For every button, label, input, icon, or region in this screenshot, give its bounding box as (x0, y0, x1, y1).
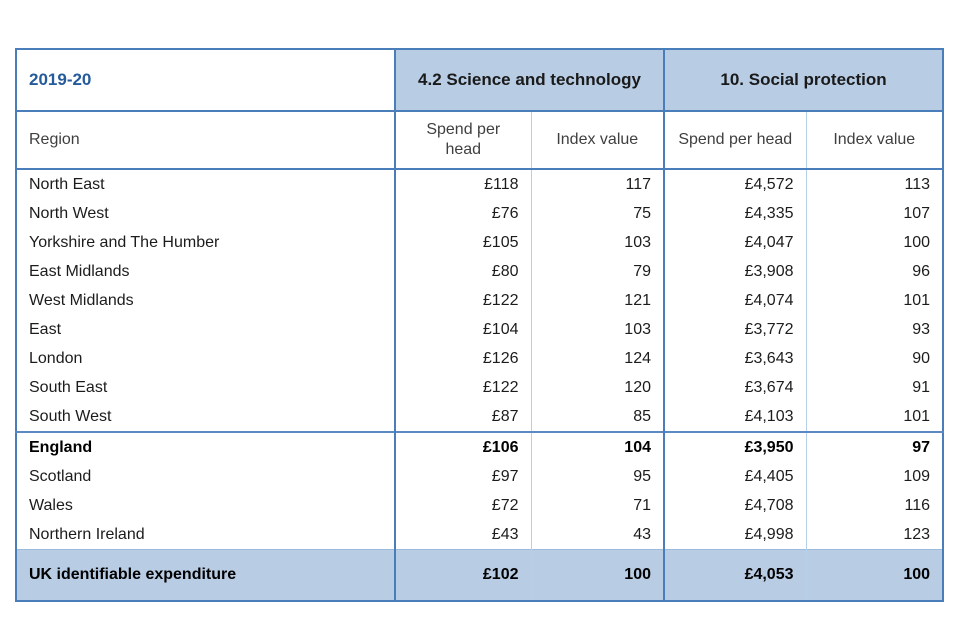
expenditure-table: 2019-20 4.2 Science and technology 10. S… (15, 48, 945, 602)
index-value-social-cell: 123 (805, 520, 944, 550)
spend-per-head-social-cell: £4,998 (663, 520, 806, 550)
spend-per-head-social-cell: £4,074 (663, 286, 806, 315)
spend-per-head-science-cell: £126 (394, 344, 531, 373)
region-cell: England (16, 431, 395, 462)
index-value-social-cell: 96 (805, 257, 944, 286)
region-cell: South East (16, 373, 395, 402)
table-row: West Midlands £122 121 £4,074 101 (16, 286, 944, 315)
table-row: East £104 103 £3,772 93 (16, 315, 944, 344)
region-cell: West Midlands (16, 286, 395, 315)
index-value-science-cell: 121 (530, 286, 664, 315)
table-row: Northern Ireland £43 43 £4,998 123 (16, 520, 944, 550)
table-row: London £126 124 £3,643 90 (16, 344, 944, 373)
region-cell: Wales (16, 491, 395, 520)
spend-per-head-science-cell: £102 (394, 549, 531, 601)
group-header-social-protection: 10. Social protection (662, 49, 944, 112)
index-value-social-cell: 91 (805, 373, 944, 402)
table-row: England £106 104 £3,950 97 (16, 431, 944, 462)
index-value-science-cell: 71 (530, 491, 664, 520)
spend-per-head-social-cell: £4,405 (663, 462, 806, 491)
index-value-science-cell: 43 (530, 520, 664, 550)
region-cell: East (16, 315, 395, 344)
index-value-science-cell: 79 (530, 257, 664, 286)
table-row: South East £122 120 £3,674 91 (16, 373, 944, 402)
spend-per-head-social-cell: £4,053 (663, 549, 806, 601)
spend-per-head-social-cell: £3,643 (663, 344, 806, 373)
spend-per-head-science-cell: £122 (394, 286, 531, 315)
index-value-social-cell: 116 (805, 491, 944, 520)
table-row: Wales £72 71 £4,708 116 (16, 491, 944, 520)
index-value-science-cell: 120 (530, 373, 664, 402)
index-value-science-cell: 100 (530, 549, 664, 601)
region-cell: London (16, 344, 395, 373)
index-value-social-cell: 113 (805, 169, 944, 199)
region-cell: Yorkshire and The Humber (16, 228, 395, 257)
spend-per-head-science-cell: £105 (394, 228, 531, 257)
index-value-social-cell: 90 (805, 344, 944, 373)
index-value-social-cell: 97 (805, 431, 944, 462)
table-row: South West £87 85 £4,103 101 (16, 402, 944, 432)
index-value-social-cell: 100 (805, 228, 944, 257)
index-value-science-cell: 85 (530, 402, 664, 432)
table-row: North West £76 75 £4,335 107 (16, 199, 944, 228)
spend-per-head-social-cell: £4,047 (663, 228, 806, 257)
index-value-social-cell: 107 (805, 199, 944, 228)
column-header-index-value-science: Index value (530, 111, 664, 170)
spend-per-head-science-cell: £80 (394, 257, 531, 286)
region-cell: South West (16, 402, 395, 432)
group-header-science-technology: 4.2 Science and technology (394, 49, 664, 112)
year-label: 2019-20 (16, 49, 395, 112)
index-value-science-cell: 104 (530, 431, 664, 462)
region-cell: Scotland (16, 462, 395, 491)
table-row: Yorkshire and The Humber £105 103 £4,047… (16, 228, 944, 257)
spend-per-head-science-cell: £118 (394, 169, 531, 199)
spend-per-head-science-cell: £76 (394, 199, 531, 228)
index-value-science-cell: 124 (530, 344, 664, 373)
index-value-science-cell: 117 (530, 169, 664, 199)
spend-per-head-social-cell: £3,674 (663, 373, 806, 402)
spend-per-head-social-cell: £4,103 (663, 402, 806, 432)
column-header-index-value-social: Index value (805, 111, 944, 170)
column-header-region: Region (16, 111, 395, 170)
spend-per-head-social-cell: £3,950 (663, 431, 806, 462)
spend-per-head-science-cell: £122 (394, 373, 531, 402)
spend-per-head-social-cell: £3,908 (663, 257, 806, 286)
index-value-social-cell: 101 (805, 286, 944, 315)
spend-per-head-social-cell: £4,708 (663, 491, 806, 520)
spend-per-head-science-cell: £72 (394, 491, 531, 520)
table-row: Scotland £97 95 £4,405 109 (16, 462, 944, 491)
index-value-science-cell: 103 (530, 315, 664, 344)
region-cell: Northern Ireland (16, 520, 395, 550)
spend-per-head-social-cell: £3,772 (663, 315, 806, 344)
table-row: North East £118 117 £4,572 113 (16, 169, 944, 199)
index-value-science-cell: 75 (530, 199, 664, 228)
index-value-social-cell: 100 (805, 549, 944, 601)
spend-per-head-social-cell: £4,335 (663, 199, 806, 228)
table-body: North East £118 117 £4,572 113 North Wes… (16, 169, 944, 601)
index-value-social-cell: 101 (805, 402, 944, 432)
index-value-social-cell: 93 (805, 315, 944, 344)
index-value-science-cell: 103 (530, 228, 664, 257)
region-cell: North West (16, 199, 395, 228)
spend-per-head-social-cell: £4,572 (663, 169, 806, 199)
spend-per-head-science-cell: £104 (394, 315, 531, 344)
spend-per-head-science-cell: £97 (394, 462, 531, 491)
region-cell: North East (16, 169, 395, 199)
spend-per-head-science-cell: £87 (394, 402, 531, 432)
table-row: UK identifiable expenditure £102 100 £4,… (16, 549, 944, 601)
index-value-science-cell: 95 (530, 462, 664, 491)
spend-per-head-science-cell: £106 (394, 431, 531, 462)
index-value-social-cell: 109 (805, 462, 944, 491)
spend-per-head-science-cell: £43 (394, 520, 531, 550)
column-header-row: Region Spend per head Index value Spend … (16, 111, 944, 170)
column-header-spend-per-head-science: Spend per head (394, 111, 531, 170)
group-header-row: 2019-20 4.2 Science and technology 10. S… (16, 49, 944, 112)
column-header-spend-per-head-social: Spend per head (663, 111, 806, 170)
region-cell: East Midlands (16, 257, 395, 286)
region-cell: UK identifiable expenditure (16, 549, 395, 601)
table-row: East Midlands £80 79 £3,908 96 (16, 257, 944, 286)
